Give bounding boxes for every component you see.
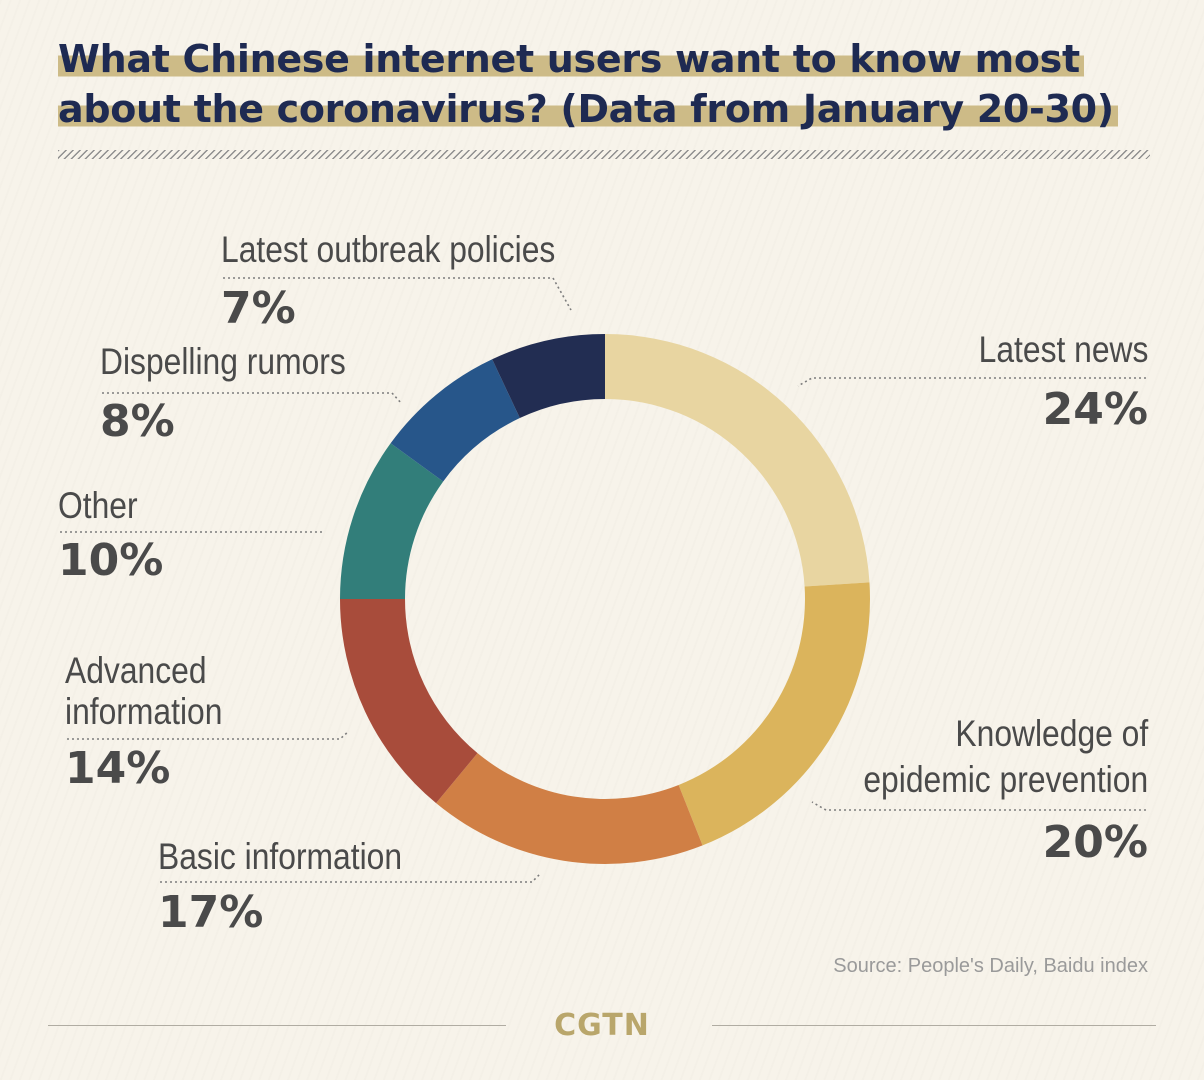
label-advanced-line2: information <box>65 691 223 732</box>
label-latest-news: Latest news <box>978 329 1148 370</box>
slice-dispelling-rumors <box>390 359 520 482</box>
pct-latest-outbreak-policies: 7% <box>221 283 296 334</box>
label-knowledge-line2: epidemic prevention <box>863 759 1148 800</box>
label-other: Other <box>58 485 138 526</box>
chart-title: What Chinese internet users want to know… <box>58 34 1158 134</box>
slice-latest-news <box>605 334 870 587</box>
title-divider <box>58 150 1150 159</box>
leader-line-knowledge <box>811 801 1146 811</box>
source-note: Source: People's Daily, Baidu index <box>833 955 1148 977</box>
cgtn-logo: CGTN <box>554 1008 650 1043</box>
label-dispelling-rumors: Dispelling rumors <box>100 341 346 382</box>
label-advanced-line1: Advanced <box>65 650 207 691</box>
pct-advanced: 14% <box>65 743 171 794</box>
label-basic-information: Basic information <box>158 836 403 877</box>
label-knowledge-line1: Knowledge of <box>955 713 1148 754</box>
slice-basic-information <box>436 753 703 864</box>
footer-line-left <box>48 1025 506 1026</box>
slice-latest-outbreak-policies <box>492 334 605 419</box>
label-latest-outbreak-policies: Latest outbreak policies <box>221 229 556 270</box>
pct-latest-news: 24% <box>1042 384 1148 435</box>
pct-other: 10% <box>58 535 164 586</box>
pct-knowledge: 20% <box>1042 817 1148 868</box>
slice-knowledge <box>678 582 870 846</box>
footer-line-right <box>712 1025 1156 1026</box>
slice-other <box>340 443 444 599</box>
leader-line-latest-outbreak-policies <box>223 277 572 311</box>
leader-line-latest-news <box>797 377 1146 387</box>
pct-basic-information: 17% <box>158 887 264 938</box>
leader-line-advanced-information <box>67 730 350 740</box>
leader-line-dispelling-rumors <box>102 392 403 405</box>
pct-dispelling-rumors: 8% <box>100 396 175 447</box>
slice-advanced-information <box>340 599 478 804</box>
leader-line-basic-information <box>160 872 542 883</box>
